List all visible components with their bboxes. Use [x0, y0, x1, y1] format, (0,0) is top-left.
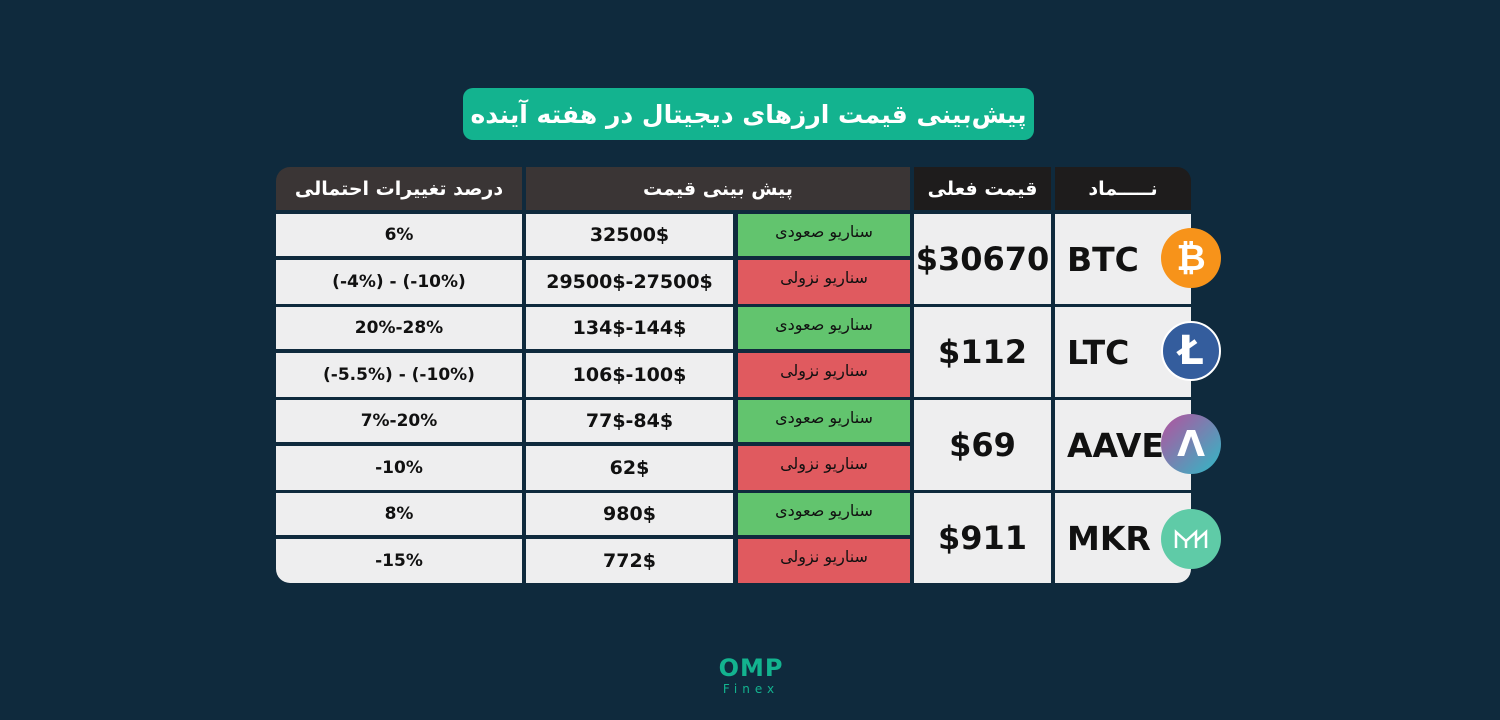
change-down-mkr: -15% [276, 539, 522, 583]
brand-subtitle: Finex [722, 682, 780, 696]
scenario-down-label: سناریو نزولی [738, 260, 910, 304]
scenario-down-label: سناریو نزولی [738, 539, 910, 583]
current-price-ltc: $112 [914, 307, 1051, 397]
forecast-down-mkr: 772$ [526, 539, 733, 583]
current-price-btc: $30670 [914, 214, 1051, 304]
bitcoin-icon: ₿ [1161, 228, 1221, 288]
header-current-price: قیمت فعلی [914, 167, 1051, 210]
scenario-up-label: سناریو صعودی [738, 493, 910, 535]
forecast-up-ltc: 134$-144$ [526, 307, 733, 349]
forecast-down-ltc: 106$-100$ [526, 353, 733, 397]
forecast-up-mkr: 980$ [526, 493, 733, 535]
change-up-ltc: 20%-28% [276, 307, 522, 349]
coin-symbol-aave: AAVE [1055, 400, 1191, 490]
scenario-down-label: سناریو نزولی [738, 446, 910, 490]
current-price-mkr: $911 [914, 493, 1051, 583]
scenario-down-label: سناریو نزولی [738, 353, 910, 397]
aave-icon: Λ [1161, 414, 1221, 474]
header-change-percent: درصد تغییرات احتمالی [276, 167, 522, 210]
change-up-mkr: 8% [276, 493, 522, 535]
forecast-up-aave: 77$-84$ [526, 400, 733, 442]
current-price-aave: $69 [914, 400, 1051, 490]
change-down-btc: (-4%) - (-10%) [276, 260, 522, 304]
change-up-aave: 7%-20% [276, 400, 522, 442]
scenario-up-label: سناریو صعودی [738, 307, 910, 349]
scenario-up-label: سناریو صعودی [738, 214, 910, 256]
header-symbol: نـــــماد [1055, 167, 1191, 210]
change-down-ltc: (-5.5%) - (-10%) [276, 353, 522, 397]
brand-logo: OMP [718, 654, 784, 682]
scenario-up-label: سناریو صعودی [738, 400, 910, 442]
change-down-aave: -10% [276, 446, 522, 490]
change-up-btc: 6% [276, 214, 522, 256]
header-forecast: پیش بینی قیمت [526, 167, 910, 210]
forecast-down-btc: 29500$-27500$ [526, 260, 733, 304]
forecast-up-btc: 32500$ [526, 214, 733, 256]
litecoin-icon: Ł [1161, 321, 1221, 381]
page-title: پیش‌بینی قیمت ارزهای دیجیتال در هفته آین… [463, 88, 1034, 140]
forecast-down-aave: 62$ [526, 446, 733, 490]
maker-icon [1161, 509, 1221, 569]
